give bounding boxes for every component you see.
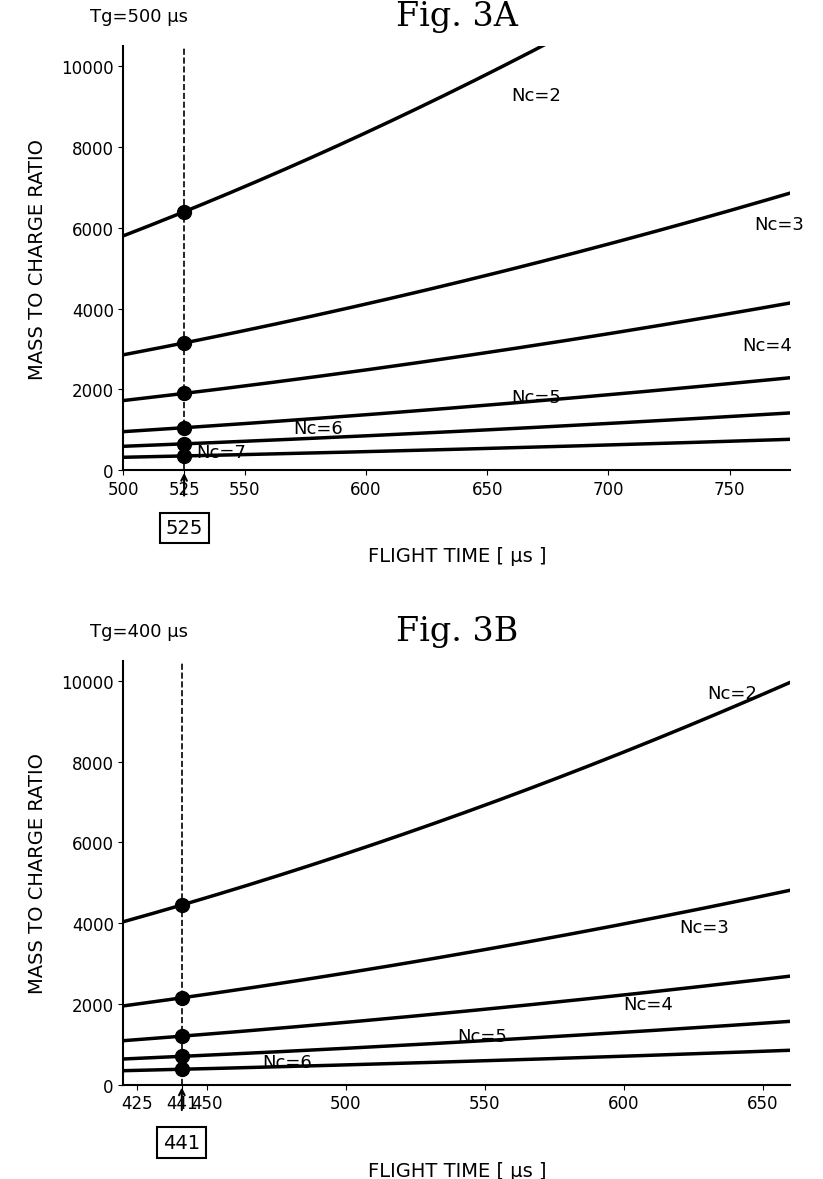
Text: Nc=3: Nc=3 xyxy=(754,216,803,233)
Text: Nc=2: Nc=2 xyxy=(511,86,561,105)
Text: Nc=3: Nc=3 xyxy=(679,918,729,936)
X-axis label: FLIGHT TIME [ μs ]: FLIGHT TIME [ μs ] xyxy=(368,547,546,566)
Text: Nc=6: Nc=6 xyxy=(293,420,343,437)
Point xyxy=(178,419,191,437)
Point xyxy=(178,435,191,454)
Text: Nc=4: Nc=4 xyxy=(624,995,673,1013)
Text: Tg=500 μs: Tg=500 μs xyxy=(91,8,188,26)
Text: Nc=6: Nc=6 xyxy=(263,1054,312,1072)
Title: Fig. 3A: Fig. 3A xyxy=(396,1,518,33)
X-axis label: FLIGHT TIME [ μs ]: FLIGHT TIME [ μs ] xyxy=(368,1161,546,1179)
Point xyxy=(175,1060,188,1079)
Point xyxy=(178,203,191,222)
Text: 441: 441 xyxy=(163,1133,200,1152)
Point xyxy=(175,988,188,1007)
Point xyxy=(175,1027,188,1046)
Point xyxy=(175,1047,188,1066)
Point xyxy=(178,334,191,353)
Title: Fig. 3B: Fig. 3B xyxy=(396,615,518,647)
Point xyxy=(178,447,191,466)
Text: Nc=2: Nc=2 xyxy=(707,685,756,703)
Text: Nc=7: Nc=7 xyxy=(196,443,246,461)
Y-axis label: MASS TO CHARGE RATIO: MASS TO CHARGE RATIO xyxy=(28,138,47,380)
Text: 525: 525 xyxy=(165,519,202,538)
Y-axis label: MASS TO CHARGE RATIO: MASS TO CHARGE RATIO xyxy=(28,752,47,994)
Text: Tg=400 μs: Tg=400 μs xyxy=(90,623,188,640)
Point xyxy=(178,384,191,403)
Text: Nc=5: Nc=5 xyxy=(511,389,561,407)
Text: Nc=4: Nc=4 xyxy=(742,337,792,355)
Point xyxy=(175,896,188,915)
Text: Nc=5: Nc=5 xyxy=(457,1027,507,1046)
